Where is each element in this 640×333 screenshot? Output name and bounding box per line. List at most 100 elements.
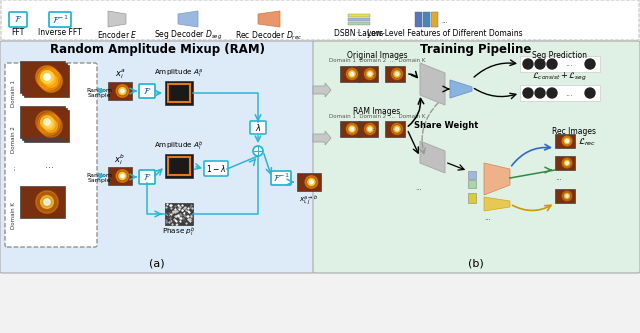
Text: Original Images: Original Images xyxy=(347,51,407,60)
Circle shape xyxy=(44,74,50,80)
Text: $\mathcal{F}^{-1}$: $\mathcal{F}^{-1}$ xyxy=(52,13,68,26)
Circle shape xyxy=(566,140,568,143)
Polygon shape xyxy=(420,63,445,105)
Circle shape xyxy=(46,121,52,127)
Circle shape xyxy=(547,59,557,69)
Circle shape xyxy=(364,68,376,80)
FancyBboxPatch shape xyxy=(49,12,71,27)
Circle shape xyxy=(46,76,52,82)
Text: Rec Images: Rec Images xyxy=(552,127,596,136)
Circle shape xyxy=(120,89,124,93)
Text: $\mathcal{L}_{rec}$: $\mathcal{L}_{rec}$ xyxy=(578,136,596,148)
Circle shape xyxy=(40,116,53,129)
Text: $\mathcal{L}_{consist} + \mathcal{L}_{seg}$: $\mathcal{L}_{consist} + \mathcal{L}_{se… xyxy=(532,71,588,83)
Circle shape xyxy=(305,176,317,188)
Text: $x_i^a$: $x_i^a$ xyxy=(115,68,125,81)
Text: Seg Decoder $D_{seg}$: Seg Decoder $D_{seg}$ xyxy=(154,29,222,42)
Circle shape xyxy=(396,72,399,76)
FancyBboxPatch shape xyxy=(0,41,314,273)
Bar xyxy=(431,12,438,27)
Text: ...: ... xyxy=(468,191,476,197)
Text: DSBN Layers: DSBN Layers xyxy=(334,29,383,38)
Circle shape xyxy=(253,146,263,156)
Circle shape xyxy=(585,88,595,98)
Text: ...: ... xyxy=(484,215,491,221)
Text: Domain 1: Domain 1 xyxy=(11,80,16,107)
Bar xyxy=(22,108,67,140)
Circle shape xyxy=(392,124,403,135)
Circle shape xyxy=(566,194,568,197)
FancyArrow shape xyxy=(313,131,331,145)
Circle shape xyxy=(40,115,62,137)
Text: Domain 1  Domain 2  ...  Domain K: Domain 1 Domain 2 ... Domain K xyxy=(329,58,425,63)
Bar xyxy=(165,81,193,105)
Polygon shape xyxy=(484,197,510,211)
Text: $x_i^b$: $x_i^b$ xyxy=(115,152,125,167)
Text: ...: ... xyxy=(555,175,562,181)
Circle shape xyxy=(308,178,315,185)
Text: Domain 1  Domain 2  ...  Domain K: Domain 1 Domain 2 ... Domain K xyxy=(329,114,425,119)
Bar xyxy=(20,186,65,218)
Circle shape xyxy=(523,59,533,69)
Text: Rec Decoder $D_{rec}$: Rec Decoder $D_{rec}$ xyxy=(236,29,303,42)
Bar xyxy=(348,22,370,25)
Text: $\mathcal{F}$: $\mathcal{F}$ xyxy=(143,86,151,96)
FancyBboxPatch shape xyxy=(204,161,228,176)
Circle shape xyxy=(369,128,372,131)
Bar xyxy=(358,121,378,137)
Circle shape xyxy=(43,118,56,131)
Bar xyxy=(385,66,405,82)
Text: Low-Level Features of Different Domains: Low-Level Features of Different Domains xyxy=(367,29,523,38)
Text: $\mathcal{F}$: $\mathcal{F}$ xyxy=(14,15,22,25)
Text: ...: ... xyxy=(565,89,573,98)
Circle shape xyxy=(120,174,124,178)
Circle shape xyxy=(394,126,400,132)
Bar xyxy=(108,167,132,185)
Bar xyxy=(468,193,476,203)
Circle shape xyxy=(36,191,58,213)
Circle shape xyxy=(346,124,358,135)
Text: $\mathcal{F}$: $\mathcal{F}$ xyxy=(143,172,151,182)
Circle shape xyxy=(38,113,60,135)
Bar xyxy=(22,63,67,95)
Text: ...: ... xyxy=(356,28,362,34)
Bar xyxy=(555,134,575,148)
FancyBboxPatch shape xyxy=(5,63,97,247)
Circle shape xyxy=(40,70,62,92)
Text: Random
Sample: Random Sample xyxy=(86,88,112,98)
Text: Training Pipeline: Training Pipeline xyxy=(420,44,532,57)
Bar xyxy=(468,171,476,179)
Text: $\lambda$: $\lambda$ xyxy=(255,122,261,133)
Polygon shape xyxy=(178,11,198,27)
Text: FFT: FFT xyxy=(12,28,24,37)
Circle shape xyxy=(351,128,354,131)
Circle shape xyxy=(562,136,572,146)
Bar xyxy=(520,56,600,72)
Circle shape xyxy=(116,170,129,182)
Bar xyxy=(468,180,476,188)
Polygon shape xyxy=(108,11,126,27)
Bar xyxy=(555,189,575,203)
Text: Seg Prediction: Seg Prediction xyxy=(532,51,588,60)
Circle shape xyxy=(40,71,53,83)
Circle shape xyxy=(310,180,313,184)
Bar xyxy=(520,85,600,101)
FancyBboxPatch shape xyxy=(9,12,27,27)
Text: Phase $p_i^b$: Phase $p_i^b$ xyxy=(162,226,196,239)
Circle shape xyxy=(564,160,570,166)
Circle shape xyxy=(36,66,58,88)
Text: ...: ... xyxy=(371,124,379,133)
Circle shape xyxy=(396,128,399,131)
Text: $\mathcal{F}^{-1}$: $\mathcal{F}^{-1}$ xyxy=(273,172,289,184)
Bar xyxy=(108,82,132,100)
FancyArrow shape xyxy=(313,83,331,97)
Bar xyxy=(165,154,193,178)
Text: Amplitude $A_i^b$: Amplitude $A_i^b$ xyxy=(154,140,204,153)
Circle shape xyxy=(116,85,129,97)
Circle shape xyxy=(564,138,570,144)
Circle shape xyxy=(369,72,372,76)
Circle shape xyxy=(43,73,56,85)
Text: Encoder $E$: Encoder $E$ xyxy=(97,29,137,40)
Polygon shape xyxy=(484,163,510,195)
Circle shape xyxy=(562,191,572,201)
